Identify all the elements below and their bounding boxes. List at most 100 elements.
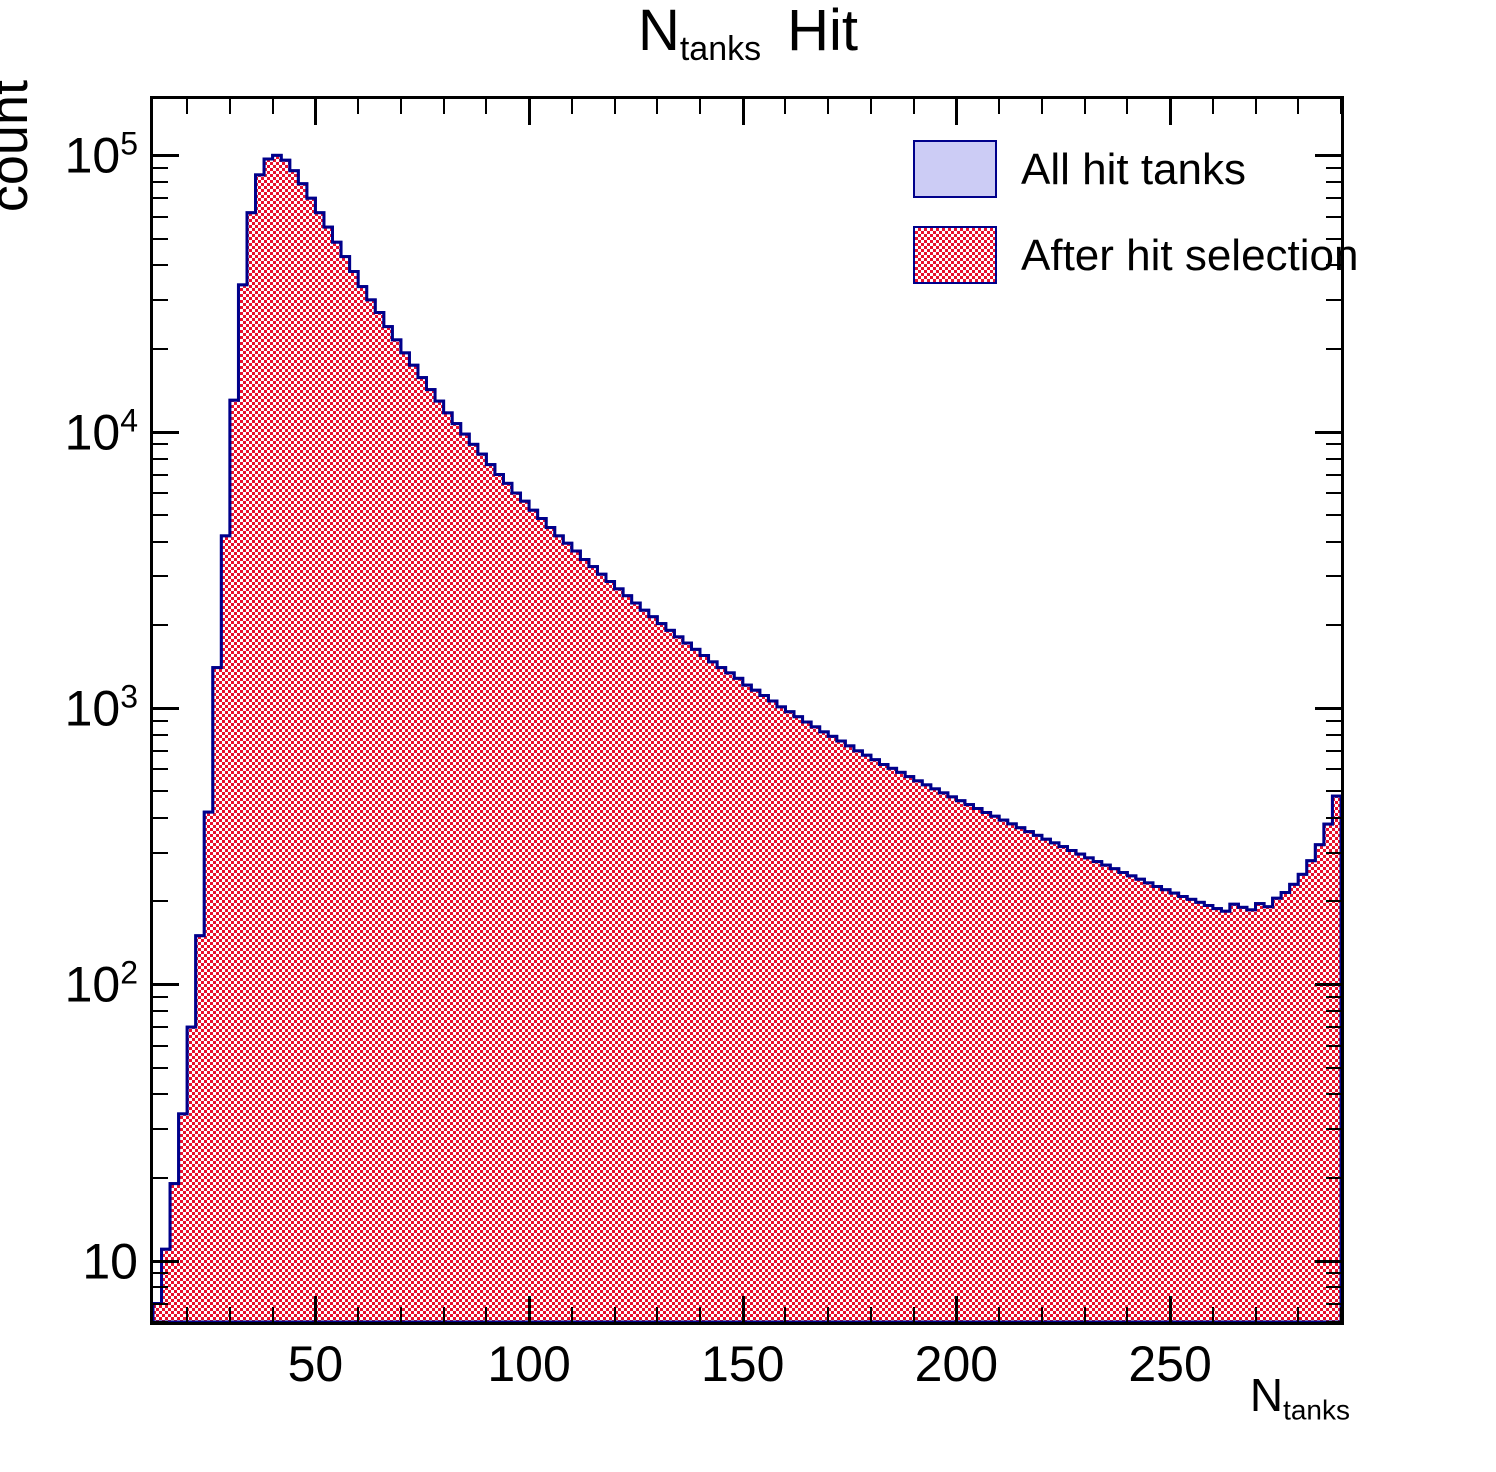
x-minor-tick-top bbox=[1126, 99, 1129, 114]
y-minor-tick bbox=[153, 167, 168, 170]
y-minor-tick-right bbox=[1326, 492, 1341, 495]
y-minor-tick bbox=[153, 298, 168, 301]
title-subscript: tanks bbox=[679, 30, 762, 69]
y-major-tick-right bbox=[1315, 430, 1341, 434]
y-minor-tick bbox=[153, 1010, 168, 1013]
y-major-tick bbox=[153, 707, 179, 711]
y-minor-tick bbox=[153, 540, 168, 543]
y-major-tick-right bbox=[1315, 154, 1341, 158]
x-major-tick bbox=[1169, 1296, 1173, 1322]
y-minor-tick-right bbox=[1326, 1010, 1341, 1013]
x-minor-tick bbox=[1083, 1307, 1086, 1322]
y-minor-tick bbox=[153, 513, 168, 516]
x-minor-tick-top bbox=[1297, 99, 1300, 114]
x-minor-tick-top bbox=[271, 99, 274, 114]
y-minor-tick-right bbox=[1326, 749, 1341, 752]
y-minor-tick bbox=[153, 181, 168, 184]
y-minor-tick bbox=[153, 215, 168, 218]
y-axis-title: count bbox=[0, 80, 39, 213]
y-major-tick-right bbox=[1315, 1259, 1341, 1263]
y-major-tick bbox=[153, 154, 179, 158]
y-minor-tick-right bbox=[1326, 1176, 1341, 1179]
x-minor-tick bbox=[399, 1307, 402, 1322]
y-major-tick bbox=[153, 983, 179, 987]
y-tick-exponent: 4 bbox=[120, 402, 138, 439]
x-minor-tick bbox=[1040, 1307, 1043, 1322]
y-minor-tick bbox=[153, 264, 168, 267]
y-minor-tick-right bbox=[1326, 167, 1341, 170]
y-axis-tick-label: 102 bbox=[65, 955, 138, 1014]
chart-title: Ntanks Hit bbox=[0, 0, 1496, 69]
x-minor-tick bbox=[1211, 1307, 1214, 1322]
y-minor-tick bbox=[153, 790, 168, 793]
x-minor-tick-top bbox=[399, 99, 402, 114]
y-minor-tick-right bbox=[1326, 851, 1341, 854]
y-major-tick-right bbox=[1315, 983, 1341, 987]
y-minor-tick-right bbox=[1326, 996, 1341, 999]
y-major-tick bbox=[153, 1259, 179, 1263]
x-minor-tick-top bbox=[1083, 99, 1086, 114]
x-minor-tick-top bbox=[186, 99, 189, 114]
y-tick-exponent: 2 bbox=[120, 955, 138, 992]
y-minor-tick bbox=[153, 996, 168, 999]
x-minor-tick bbox=[998, 1307, 1001, 1322]
x-major-tick-top bbox=[528, 99, 532, 125]
y-minor-tick bbox=[153, 1093, 168, 1096]
y-tick-mantissa: 10 bbox=[64, 127, 121, 184]
legend-swatch-after-hit-selection bbox=[913, 226, 997, 284]
title-tail: Hit bbox=[787, 0, 859, 63]
x-minor-tick bbox=[698, 1307, 701, 1322]
x-minor-tick-top bbox=[570, 99, 573, 114]
x-major-tick bbox=[741, 1296, 745, 1322]
x-minor-tick bbox=[570, 1307, 573, 1322]
legend-swatch-all-hit-tanks bbox=[913, 140, 997, 198]
x-major-tick bbox=[955, 1296, 959, 1322]
y-minor-tick bbox=[153, 1302, 168, 1305]
x-minor-tick-top bbox=[998, 99, 1001, 114]
y-minor-tick-right bbox=[1326, 575, 1341, 578]
x-axis-title-subscript: tanks bbox=[1283, 1394, 1350, 1426]
x-major-tick-top bbox=[314, 99, 318, 125]
y-major-tick bbox=[153, 430, 179, 434]
y-minor-tick bbox=[153, 1321, 168, 1323]
x-minor-tick bbox=[271, 1307, 274, 1322]
x-major-tick-top bbox=[955, 99, 959, 125]
x-minor-tick bbox=[784, 1307, 787, 1322]
y-minor-tick bbox=[153, 1044, 168, 1047]
x-minor-tick bbox=[1340, 1307, 1342, 1322]
x-minor-tick bbox=[656, 1307, 659, 1322]
plot-area bbox=[153, 99, 1341, 1322]
y-minor-tick bbox=[153, 733, 168, 736]
y-minor-tick bbox=[153, 575, 168, 578]
y-minor-tick-right bbox=[1326, 1026, 1341, 1029]
y-minor-tick bbox=[153, 851, 168, 854]
y-tick-exponent: 3 bbox=[120, 678, 138, 715]
series-after-hit-selection bbox=[153, 153, 1341, 1322]
x-minor-tick bbox=[357, 1307, 360, 1322]
x-minor-tick-top bbox=[1211, 99, 1214, 114]
histogram-after-hit-selection bbox=[153, 153, 1341, 1322]
title-main: N bbox=[637, 0, 680, 63]
x-axis-tick-label: 200 bbox=[914, 1336, 999, 1392]
y-minor-tick-right bbox=[1326, 733, 1341, 736]
y-minor-tick bbox=[153, 1286, 168, 1289]
y-minor-tick bbox=[153, 719, 168, 722]
x-minor-tick-top bbox=[357, 99, 360, 114]
legend-entry-all-hit-tanks: All hit tanks bbox=[913, 140, 1313, 200]
y-minor-tick bbox=[153, 443, 168, 446]
y-minor-tick bbox=[153, 1272, 168, 1275]
y-minor-tick bbox=[153, 492, 168, 495]
y-minor-tick bbox=[153, 623, 168, 626]
y-minor-tick-right bbox=[1326, 215, 1341, 218]
x-minor-tick-top bbox=[485, 99, 488, 114]
y-minor-tick-right bbox=[1326, 540, 1341, 543]
y-minor-tick-right bbox=[1326, 900, 1341, 903]
y-minor-tick-right bbox=[1326, 443, 1341, 446]
y-minor-tick-right bbox=[1326, 1272, 1341, 1275]
x-minor-tick bbox=[1126, 1307, 1129, 1322]
y-minor-tick-right bbox=[1326, 1127, 1341, 1130]
y-minor-tick-right bbox=[1326, 1321, 1341, 1323]
y-tick-mantissa: 10 bbox=[64, 404, 121, 461]
y-minor-tick-right bbox=[1326, 264, 1341, 267]
